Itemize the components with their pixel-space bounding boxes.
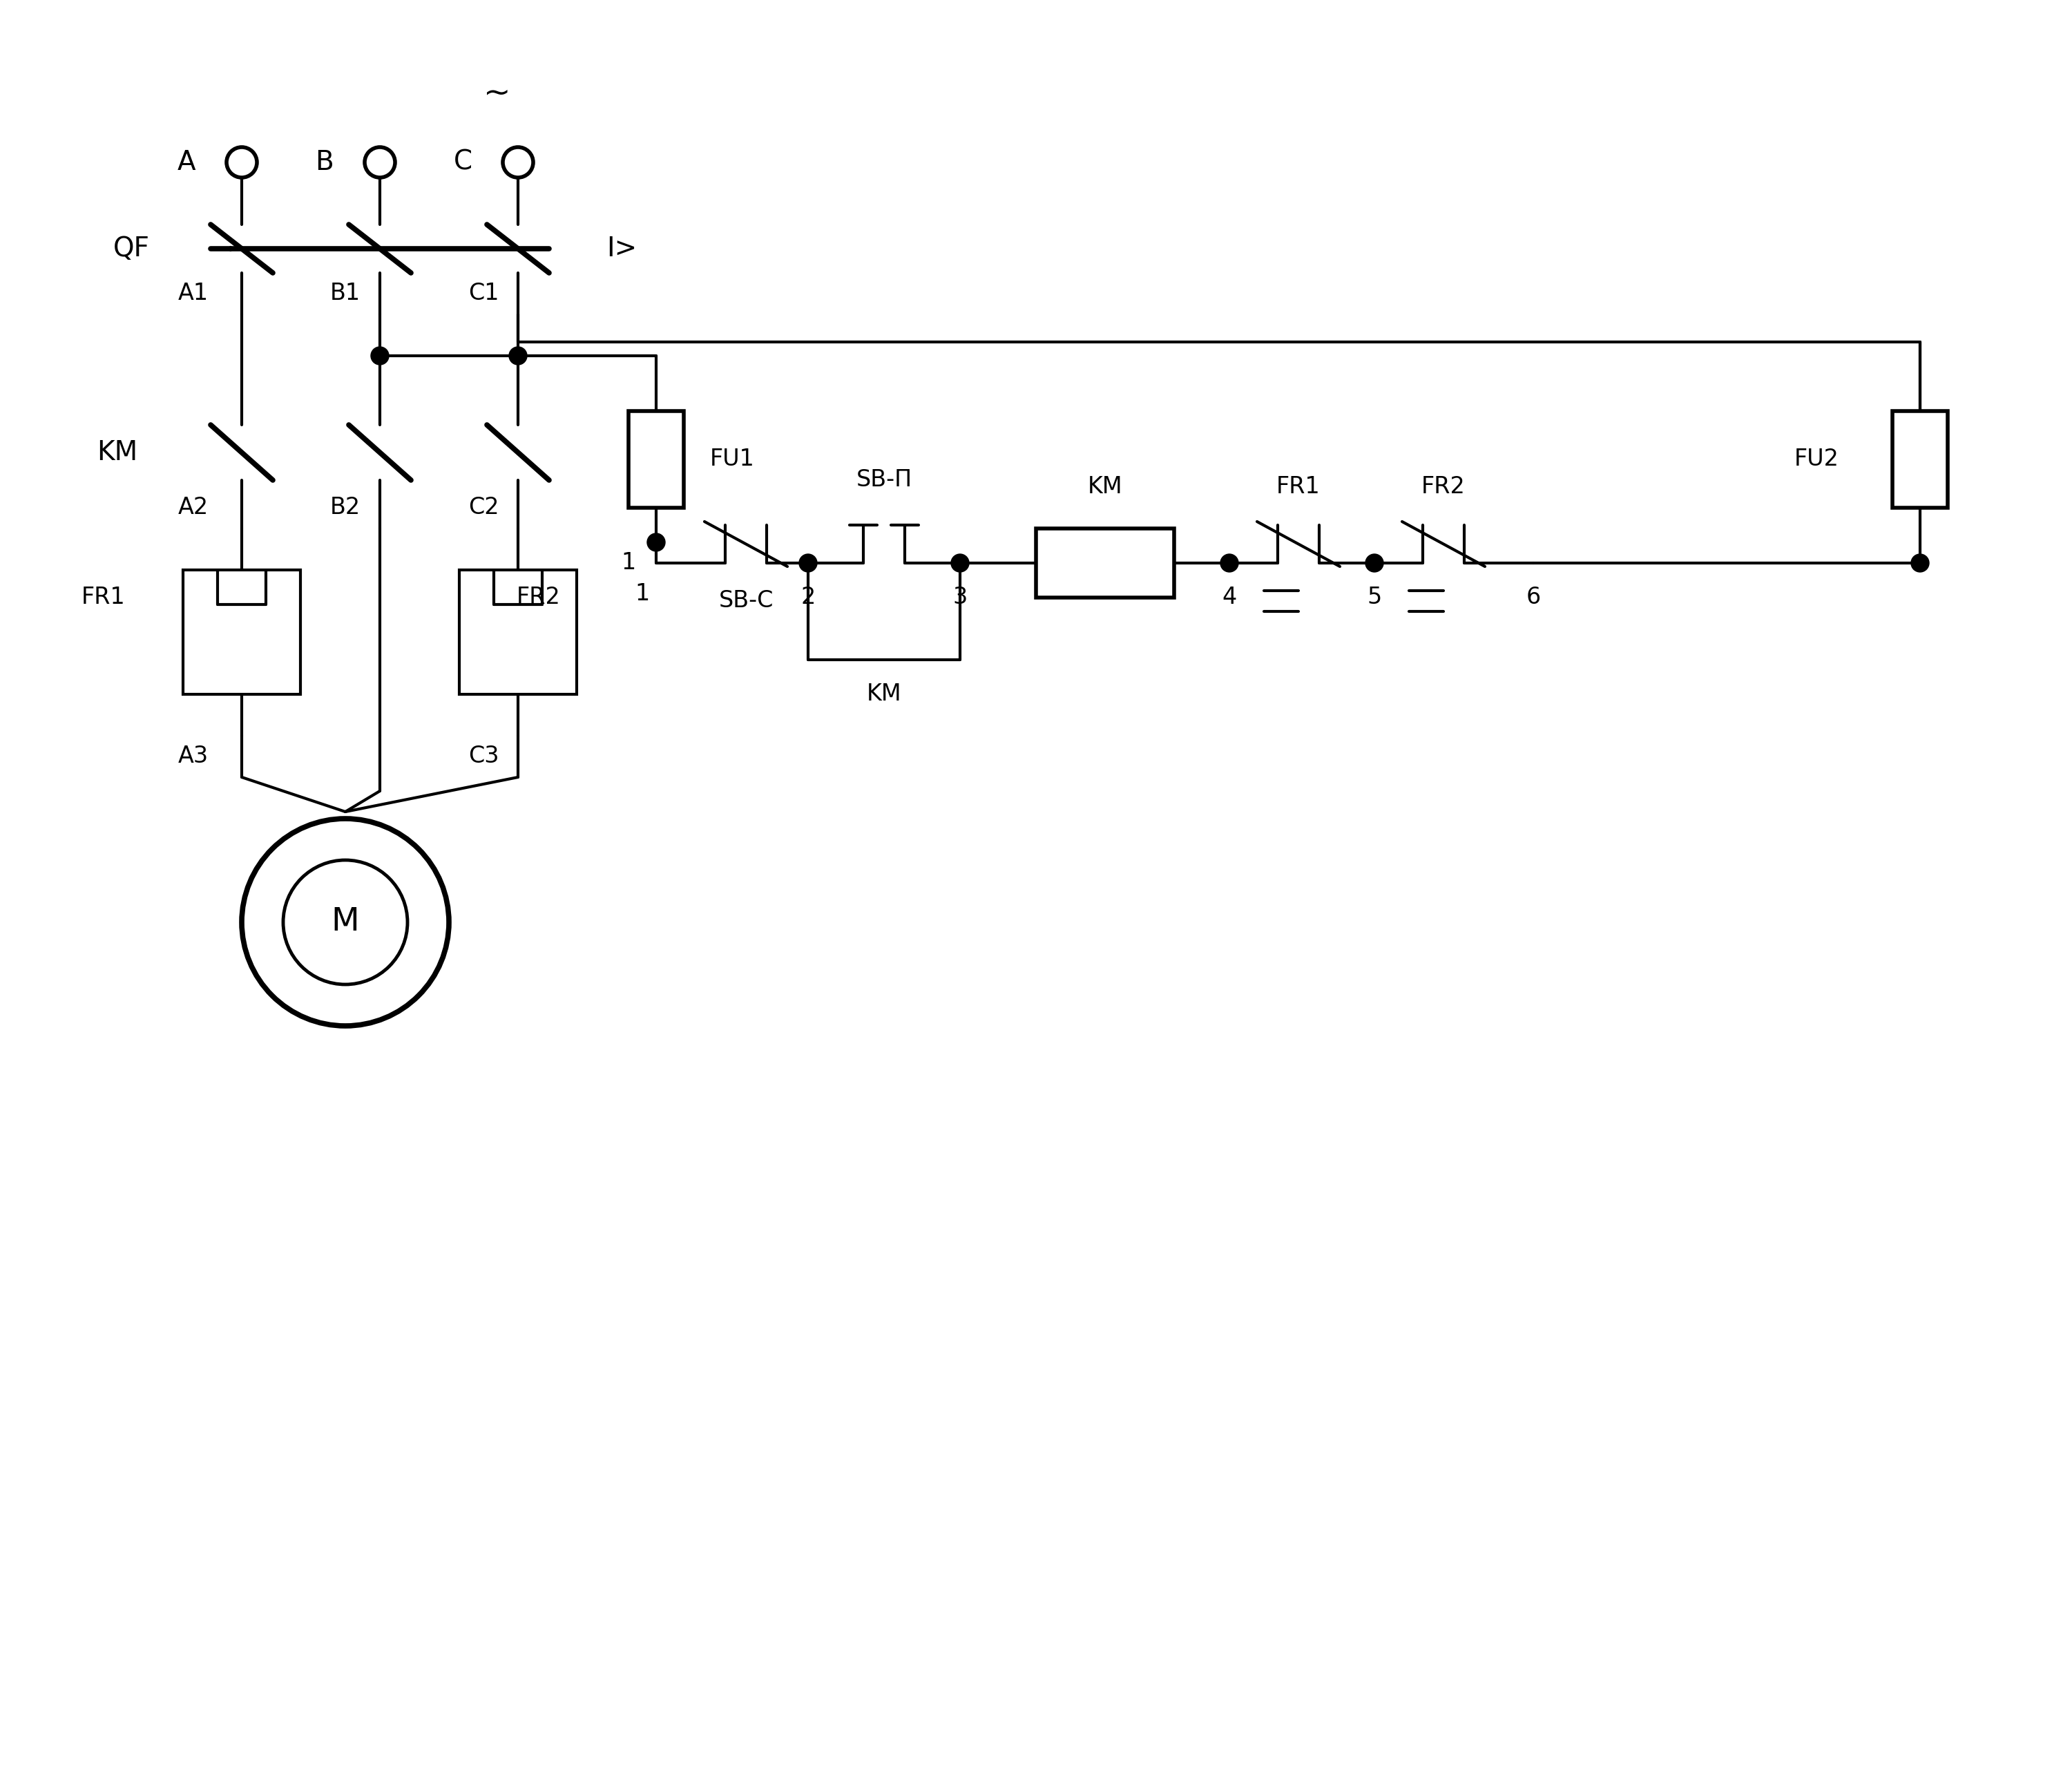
Text: C3: C3 [468, 744, 499, 767]
Bar [182, 571, 300, 695]
Circle shape [800, 555, 816, 572]
Text: A: A [178, 149, 195, 175]
Text: B: B [315, 149, 334, 175]
Circle shape [1220, 555, 1239, 572]
Text: FR2: FR2 [1421, 475, 1465, 498]
Text: B1: B1 [329, 282, 361, 305]
Text: 1: 1 [622, 551, 636, 574]
Text: I>: I> [607, 236, 636, 262]
Bar [460, 571, 576, 695]
Text: FR1: FR1 [81, 587, 126, 610]
Text: KM: KM [1088, 475, 1123, 498]
Circle shape [1910, 555, 1929, 572]
Text: FR1: FR1 [1276, 475, 1320, 498]
Text: M: M [332, 907, 358, 937]
Circle shape [951, 555, 970, 572]
Bar [1892, 411, 1948, 509]
Text: SB-П: SB-П [856, 470, 912, 491]
Text: 2: 2 [800, 587, 816, 610]
Text: A2: A2 [178, 496, 209, 519]
Text: A1: A1 [178, 282, 209, 305]
Text: 5: 5 [1368, 587, 1382, 610]
Circle shape [1365, 555, 1384, 572]
Text: 3: 3 [953, 587, 968, 610]
Text: 4: 4 [1222, 587, 1237, 610]
Text: ~: ~ [483, 78, 512, 108]
Circle shape [510, 347, 526, 365]
Text: A3: A3 [178, 744, 209, 767]
Bar [1036, 528, 1175, 597]
Text: B2: B2 [329, 496, 361, 519]
Text: C2: C2 [468, 496, 499, 519]
Text: QF: QF [112, 236, 149, 262]
Text: FU1: FU1 [711, 448, 754, 471]
Circle shape [646, 533, 665, 551]
Text: 6: 6 [1525, 587, 1542, 610]
Text: FU2: FU2 [1794, 448, 1840, 471]
Text: FR2: FR2 [516, 587, 562, 610]
Text: 1: 1 [634, 583, 651, 606]
Text: C: C [454, 149, 472, 175]
Text: KM: KM [866, 682, 901, 705]
Circle shape [371, 347, 390, 365]
Text: SB-С: SB-С [719, 590, 773, 613]
Text: KM: KM [97, 439, 139, 466]
Bar [628, 411, 684, 509]
Text: C1: C1 [468, 282, 499, 305]
